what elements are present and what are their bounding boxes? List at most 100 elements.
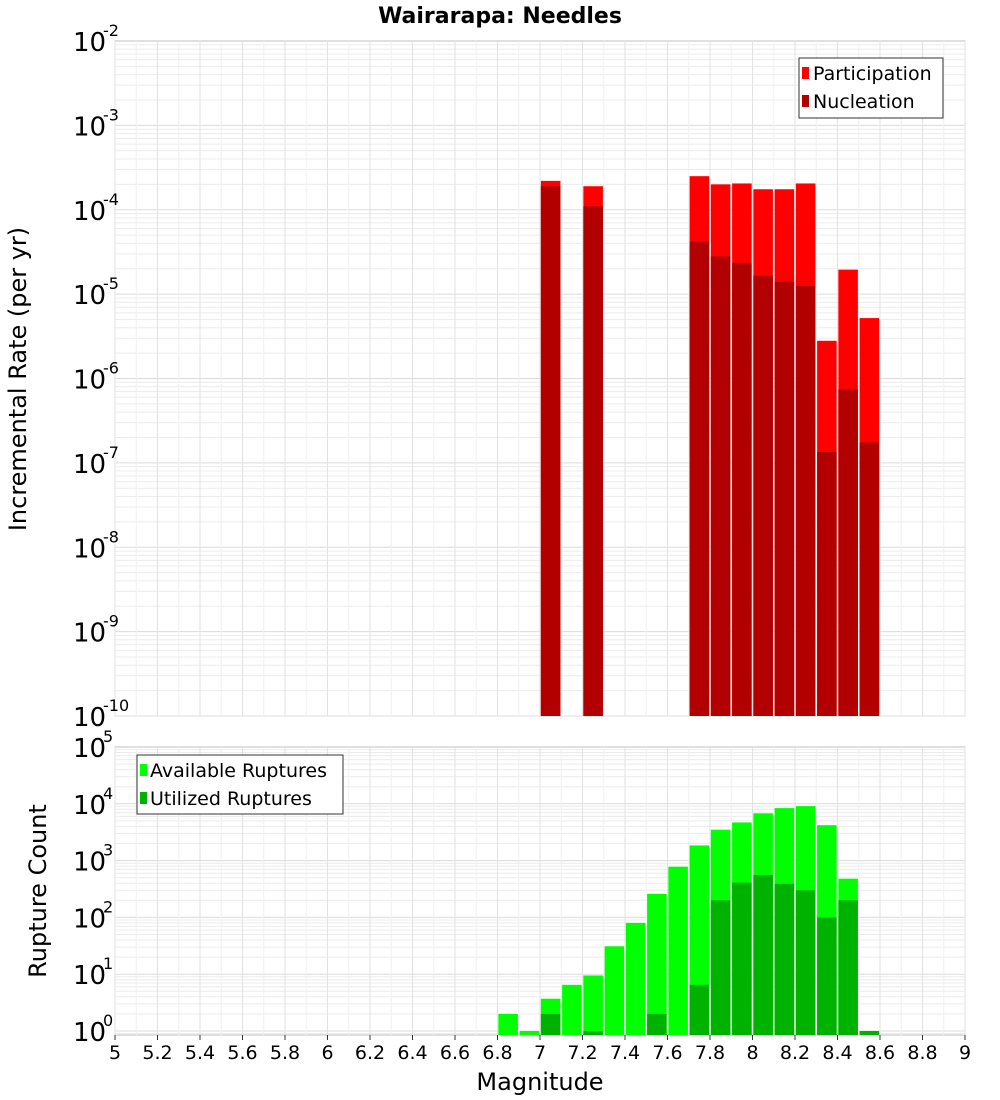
top-y-tick-label: 10 — [73, 112, 106, 142]
bottom-bar-a — [647, 893, 667, 1035]
bottom-bar-b — [859, 1030, 880, 1035]
bottom-bar-a — [604, 946, 625, 1035]
top-bar-b — [583, 206, 603, 716]
bottom-y-tick-exponent: 0 — [103, 1011, 113, 1030]
top-legend-box — [798, 57, 944, 119]
top-bar-b — [710, 256, 731, 716]
top-y-tick-exponent: -8 — [103, 527, 119, 546]
top-bar-b — [859, 442, 880, 716]
chart-title: Wairarapa: Needles — [378, 4, 622, 29]
bottom-bars — [498, 806, 880, 1035]
x-tick-labels: 5 5.2 5.4 5.6 5.8 6 6.2 6.4 6.6 6.8 7 7.2 7.4 7.6 7.8 8… — [109, 1035, 971, 1064]
top-bar-b — [753, 275, 773, 716]
top-y-tick-exponent: -9 — [103, 612, 119, 631]
top-bar-b — [540, 186, 561, 716]
x-tick-label: 7.6 — [652, 1042, 682, 1064]
top-grid — [114, 41, 966, 717]
top-legend: Participation Nucleation — [798, 57, 944, 119]
bottom-legend-box — [136, 754, 344, 815]
x-tick-label: 8 — [746, 1042, 758, 1064]
bottom-bar-a — [625, 922, 646, 1035]
bottom-y-tick-exponent: 1 — [103, 954, 113, 973]
legend-swatch-participation — [802, 67, 809, 79]
bottom-bar-b — [753, 874, 773, 1035]
legend-swatch-nucleation — [802, 95, 809, 107]
legend-label-nucleation: Nucleation — [813, 91, 915, 113]
bottom-bar-b — [732, 882, 752, 1035]
bottom-bar-b — [774, 883, 795, 1035]
x-axis-label: Magnitude — [476, 1068, 603, 1096]
bottom-legend: Available Ruptures Utilized Ruptures — [136, 754, 344, 815]
top-y-tick-exponent: -3 — [103, 105, 119, 124]
top-bar-b — [774, 281, 795, 716]
x-tick-label: 6.6 — [440, 1042, 470, 1064]
top-y-axis-label: Incremental Rate (per yr) — [4, 227, 32, 531]
bottom-bar-a — [519, 1030, 540, 1035]
top-bar-b — [817, 451, 837, 716]
x-tick-label: 7 — [534, 1042, 546, 1064]
top-y-tick-exponent: -4 — [103, 190, 119, 209]
top-y-tick-label: 10 — [73, 534, 106, 564]
top-y-tick-exponent: -10 — [103, 696, 129, 715]
bottom-bar-a — [562, 984, 582, 1035]
bottom-bar-b — [647, 1013, 667, 1035]
bottom-bar-a — [583, 975, 603, 1035]
bottom-y-axis-label: Rupture Count — [24, 804, 52, 978]
bottom-y-tick-exponent: 2 — [103, 897, 113, 916]
bottom-bar-a — [668, 866, 688, 1035]
top-y-tick-label: 10 — [73, 281, 106, 311]
bottom-bar-b — [817, 917, 837, 1035]
x-tick-label: 5.2 — [142, 1042, 172, 1064]
x-tick-label: 7.8 — [695, 1042, 725, 1064]
top-y-tick-exponent: -7 — [103, 443, 119, 462]
x-tick-label: 7.4 — [610, 1042, 640, 1064]
top-bar-b — [689, 241, 710, 717]
bottom-bar-b — [540, 1013, 561, 1035]
bottom-y-tick-exponent: 3 — [103, 841, 113, 860]
bottom-bar-b — [583, 1030, 603, 1035]
bottom-bar-b — [838, 900, 858, 1035]
legend-label-available: Available Ruptures — [150, 760, 327, 782]
x-tick-label: 6.8 — [482, 1042, 512, 1064]
top-y-tick-label: 10 — [73, 703, 106, 733]
x-tick-label: 5.4 — [185, 1042, 215, 1064]
x-tick-label: 8.8 — [907, 1042, 937, 1064]
x-tick-label: 5.6 — [227, 1042, 257, 1064]
top-y-tick-label: 10 — [73, 366, 106, 396]
legend-label-utilized: Utilized Ruptures — [150, 788, 312, 810]
bottom-bar-b — [710, 900, 731, 1035]
top-bar-b — [732, 262, 752, 716]
bottom-y-tick-label: 10 — [73, 904, 106, 934]
x-tick-label: 6 — [321, 1042, 333, 1064]
bottom-y-tick-exponent: 5 — [103, 727, 113, 746]
bottom-bar-a — [498, 1013, 518, 1035]
bottom-bar-b — [689, 984, 710, 1035]
x-tick-label: 6.2 — [355, 1042, 385, 1064]
x-tick-label: 6.4 — [397, 1042, 427, 1064]
legend-swatch-utilized — [140, 792, 147, 804]
bottom-y-tick-label: 10 — [73, 791, 106, 821]
legend-label-participation: Participation — [813, 63, 932, 85]
x-tick-label: 5 — [109, 1042, 121, 1064]
x-tick-label: 8.2 — [780, 1042, 810, 1064]
bottom-y-tick-label: 10 — [73, 848, 106, 878]
x-tick-label: 8.4 — [822, 1042, 852, 1064]
x-tick-label: 7.2 — [567, 1042, 597, 1064]
top-y-tick-label: 10 — [73, 197, 106, 227]
top-y-tick-label: 10 — [73, 450, 106, 480]
top-bar-b — [838, 389, 858, 716]
top-y-tick-exponent: -5 — [103, 274, 119, 293]
bottom-bar-b — [795, 890, 816, 1035]
bottom-y-tick-label: 10 — [73, 734, 106, 764]
bottom-y-tick-exponent: 4 — [103, 784, 113, 803]
top-bars — [540, 176, 880, 717]
top-y-tick-exponent: -2 — [103, 21, 119, 40]
x-tick-label: 5.8 — [270, 1042, 300, 1064]
legend-swatch-available — [140, 764, 147, 776]
x-tick-label: 9 — [959, 1042, 971, 1064]
